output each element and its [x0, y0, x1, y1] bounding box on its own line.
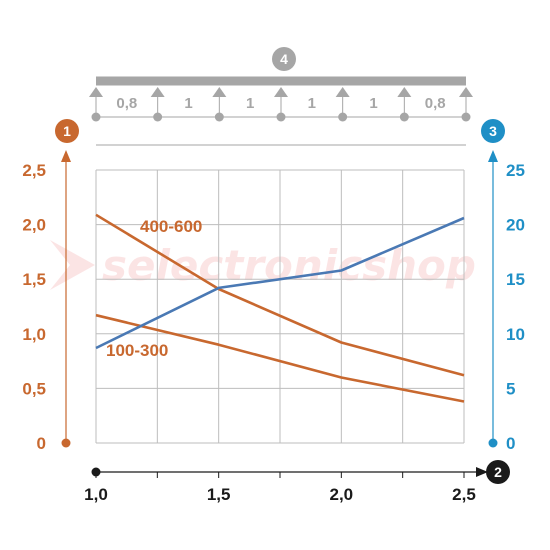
right-tick-label: 25 [506, 161, 525, 180]
right-tick-label: 0 [506, 434, 515, 453]
right-tick-label: 5 [506, 379, 515, 398]
left-tick-label: 1,0 [22, 325, 46, 344]
series-line-100-300 [95, 313, 465, 403]
badge-right-axis-circle [481, 119, 505, 143]
left-tick-label: 0 [37, 434, 46, 453]
beam-span-label: 0,8 [425, 95, 446, 112]
left-axis-origin-dot [61, 438, 71, 448]
support-triangle-icon [150, 87, 165, 97]
right-tick-label: 15 [506, 270, 525, 289]
support-triangle-icon [397, 87, 412, 97]
axes [61, 150, 498, 478]
series: 400-600 100-300 [95, 213, 465, 403]
badge-beam-number: 4 [280, 51, 288, 67]
beam-span-label: 1 [184, 95, 192, 112]
right-axis-origin-dot [488, 438, 498, 448]
support-triangle-icon [89, 87, 103, 97]
right-axis-arrow-icon [488, 150, 498, 162]
x-tick-label: 2,5 [452, 485, 476, 504]
left-tick-label: 0,5 [22, 379, 46, 398]
left-axis-arrow-icon [61, 150, 71, 162]
left-tick-label: 2,0 [22, 216, 46, 235]
support-triangle-icon [212, 87, 227, 97]
badge-right-axis-number: 3 [489, 123, 497, 139]
series-label: 100-300 [106, 341, 168, 360]
right-tick-label: 10 [506, 325, 525, 344]
x-tick-label: 1,0 [84, 485, 108, 504]
left-tick-label: 1,5 [22, 270, 46, 289]
support-triangle-icon [459, 87, 473, 97]
badges: 1 3 2 4 [55, 47, 510, 484]
badge-left-axis-circle [55, 119, 79, 143]
beam-span-label: 1 [369, 95, 377, 112]
badge-beam-circle [272, 47, 296, 71]
series-label: 400-600 [140, 217, 202, 236]
x-axis-arrow-icon [476, 467, 488, 477]
series-line-400-600 [95, 213, 465, 377]
x-tick-label: 2,0 [330, 485, 354, 504]
badge-x-axis-circle [486, 460, 510, 484]
x-tick-label: 1,5 [207, 485, 231, 504]
beam-span-label: 1 [308, 95, 316, 112]
beam-span-label: 0,8 [116, 95, 137, 112]
series-line-right-axis [95, 216, 465, 350]
support-triangle-icon [274, 87, 288, 97]
badge-x-axis-number: 2 [494, 464, 502, 480]
left-tick-label: 2,5 [22, 161, 46, 180]
badge-left-axis-number: 1 [63, 123, 71, 139]
beam-diagram: 0,8 1 1 1 1 0,8 [89, 76, 473, 146]
tick-labels: 0 0,5 1,0 1,5 2,0 2,5 0 5 10 15 20 25 1,0 1,5 2,0 2,5 [22, 161, 525, 504]
grid [95, 169, 465, 444]
support-triangle-icon [335, 87, 350, 97]
right-tick-label: 20 [506, 216, 525, 235]
beam-span-label: 1 [246, 95, 254, 112]
